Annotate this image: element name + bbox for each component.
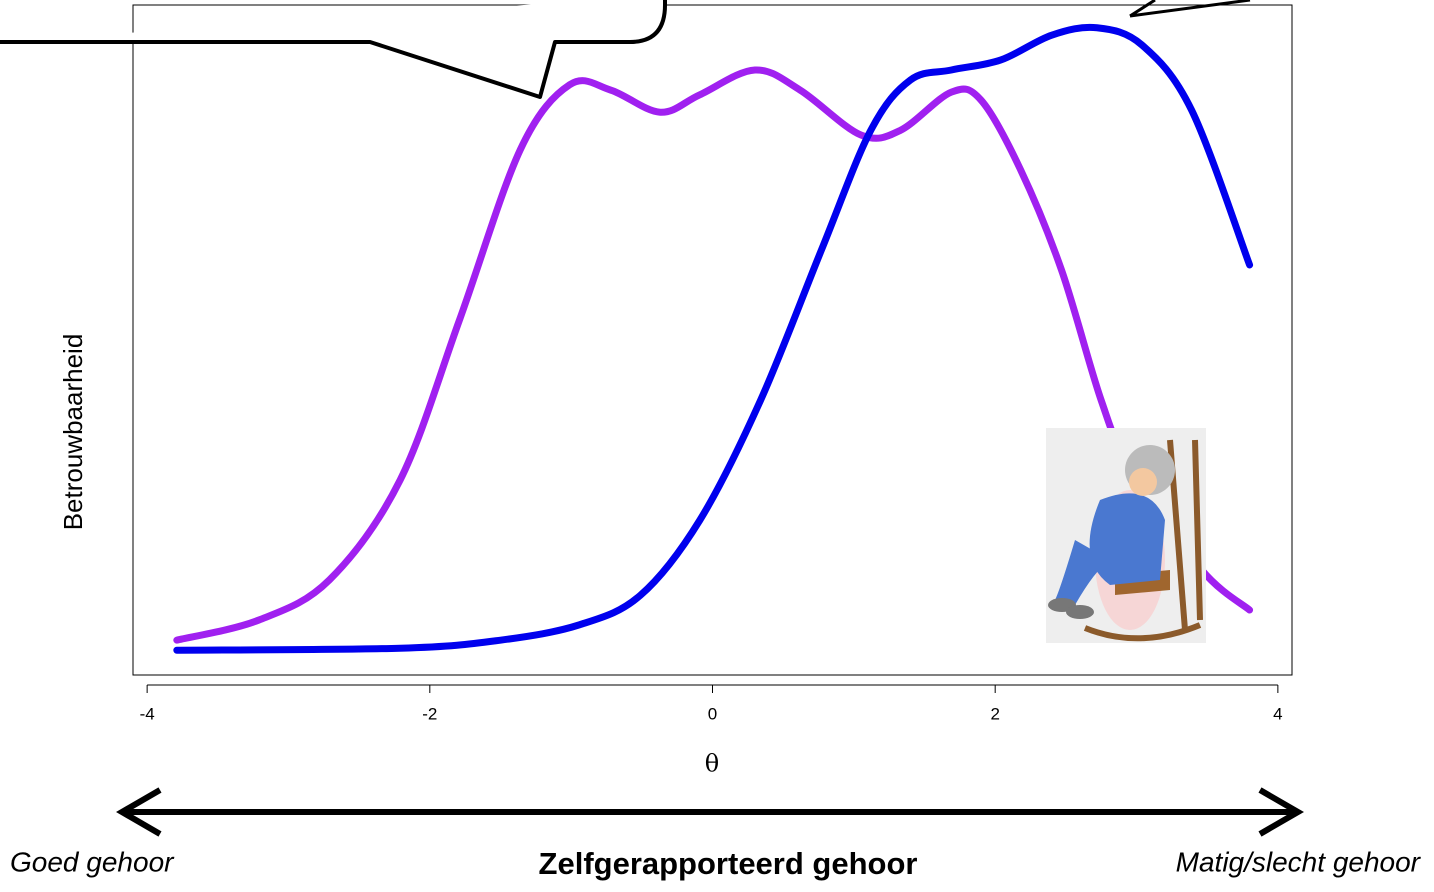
x-axis: -4 -2 0 2 4 (140, 684, 1283, 723)
series-line (173, 66, 1254, 644)
annotation: Matig/slecht gehoor (1176, 846, 1422, 877)
x-tick-label: -4 (140, 704, 155, 723)
double-arrow (116, 787, 1304, 837)
speech-bubble (0, 0, 667, 99)
annotation: Goed gehoor (10, 846, 175, 877)
x-tick-label: 2 (990, 704, 999, 723)
x-tick-label: 0 (708, 704, 717, 723)
annotation: Zelfgerapporteerd gehoor (539, 846, 918, 881)
grandma-picture (1046, 428, 1206, 643)
x-axis-label: θ (705, 750, 719, 778)
curves (173, 23, 1254, 654)
x-tick-label: -2 (422, 704, 437, 723)
plot-frame (132, 4, 1293, 676)
series-line (173, 23, 1254, 654)
y-axis-label: Betrouwbaarheid (58, 334, 88, 531)
speech-bubble (1129, 0, 1251, 18)
x-tick-label: 4 (1273, 704, 1282, 723)
